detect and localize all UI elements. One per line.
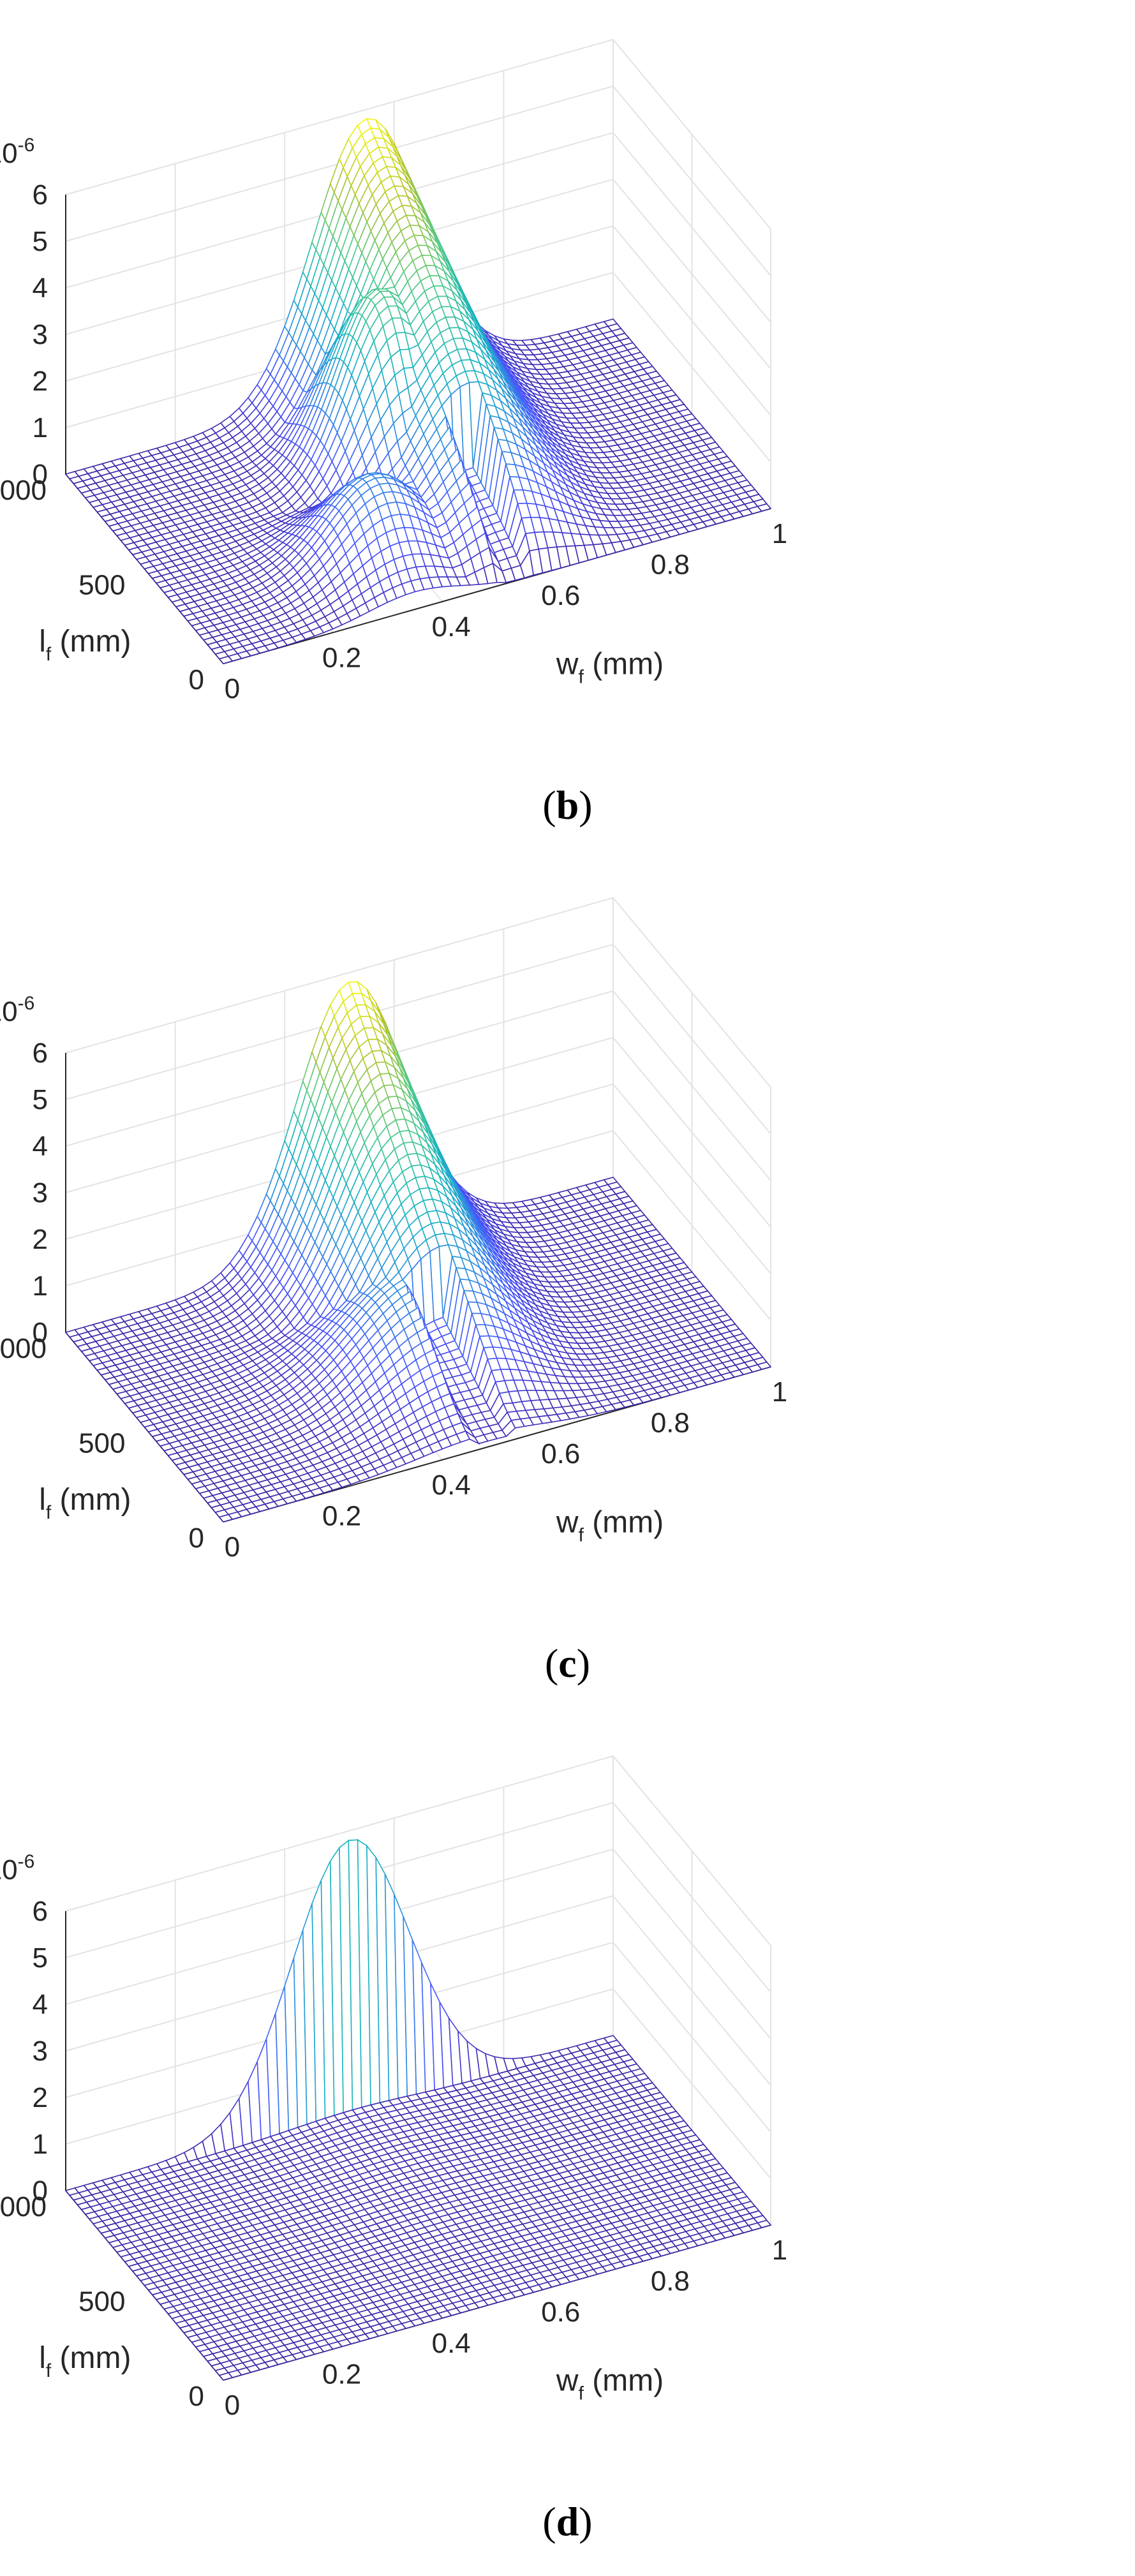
surface-mesh	[64, 1838, 772, 2381]
l-tick-label: 500	[78, 570, 125, 601]
z-tick-label: 2	[33, 366, 48, 397]
w-tick-label: 0.2	[322, 642, 361, 673]
panel-c: 012345600.20.40.60.8105001000×10-6H(mm-4…	[0, 858, 1135, 1716]
w-tick-label: 0.4	[432, 1470, 471, 1501]
l-tick-label: 0	[189, 664, 204, 696]
w-axis-label: wf (mm)	[556, 1505, 664, 1545]
z-tick-label: 1	[33, 1270, 48, 1302]
grid-line-z	[65, 897, 771, 1088]
z-tick-label: 3	[33, 319, 48, 350]
tick-labels: 0 1 2 3 4 5 6 0 0.2 0.4 0.6 0.8 1 0 500 1000	[0, 179, 787, 704]
grid-line-z	[65, 1755, 771, 1946]
surface-cell	[757, 1361, 772, 1370]
surface-cell	[757, 503, 772, 512]
z-tick-label: 1	[33, 412, 48, 443]
panel-b: 012345600.20.40.60.8105001000×10-6H(mm-4…	[0, 0, 1135, 858]
w-tick-label: 0.4	[432, 611, 471, 643]
surface-chart-b: 012345600.20.40.60.8105001000×10-6H(mm-4…	[0, 38, 787, 704]
w-tick-label: 0.6	[541, 580, 580, 611]
z-tick-label: 0	[33, 1317, 48, 1348]
w-tick-label: 0.8	[651, 549, 690, 581]
surface-mesh	[64, 980, 772, 1523]
tick-labels: 0 1 2 3 4 5 6 0 0.2 0.4 0.6 0.8 1 0 500 1000	[0, 1038, 787, 1563]
w-tick-label: 0.2	[322, 1500, 361, 1531]
surface-chart-d: 012345600.20.40.60.8105001000×10-6H(mm-4…	[0, 1755, 787, 2421]
exponent-label: ×10-6	[0, 993, 34, 1027]
z-tick-label: 4	[33, 1131, 48, 1162]
z-tick-label: 6	[33, 179, 48, 211]
w-tick-label: 0.8	[651, 1408, 690, 1439]
z-tick-label: 6	[33, 1038, 48, 1069]
w-tick-label: 0.6	[541, 1438, 580, 1470]
panel-d: 012345600.20.40.60.8105001000×10-6H(mm-4…	[0, 1716, 1135, 2575]
w-axis-label: wf (mm)	[556, 647, 664, 687]
l-axis-label: lf (mm)	[39, 625, 131, 665]
w-tick-label: 0	[225, 673, 240, 704]
z-tick-label: 4	[33, 272, 48, 304]
l-tick-label: 1000	[0, 1333, 47, 1364]
z-tick-label: 2	[33, 1224, 48, 1255]
l-tick-label: 500	[78, 1428, 125, 1459]
z-tick-label: 5	[33, 1084, 48, 1115]
surface-chart-c: 012345600.20.40.60.8105001000×10-6H(mm-4…	[0, 897, 787, 1563]
exponent-label: ×10-6	[0, 135, 34, 169]
caption-c: (c)	[544, 1641, 591, 1686]
caption-b: (b)	[542, 782, 593, 828]
l-tick-label: 0	[189, 1523, 204, 1554]
z-tick-label: 3	[33, 1177, 48, 1209]
z-tick-label: 5	[33, 226, 48, 257]
surface-mesh	[64, 117, 772, 664]
w-tick-label: 1	[772, 518, 787, 549]
l-tick-label: 1000	[0, 475, 47, 506]
l-axis-label: lf (mm)	[39, 1483, 131, 1523]
z-tick-label: 0	[33, 459, 48, 490]
w-tick-label: 0	[225, 1531, 240, 1563]
w-tick-label: 1	[772, 1376, 787, 1408]
